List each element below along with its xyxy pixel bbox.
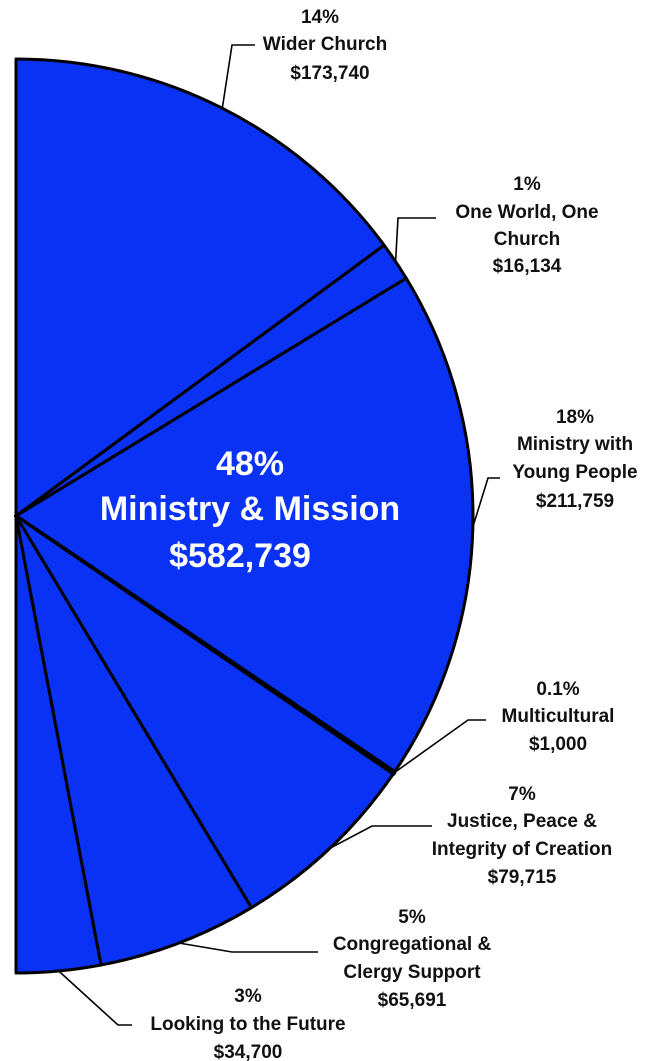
slice-congregational-clergy-support: [14, 514, 253, 967]
center-label: Ministry & Mission: [100, 490, 400, 528]
label-justice-amount: $79,715: [488, 867, 557, 888]
leader-line-justice-peace-integrity: [329, 825, 432, 850]
label-one-world-amount: $16,134: [493, 256, 562, 277]
label-congregational-amount: $65,691: [378, 990, 447, 1011]
label-congregational-percent: 5%: [398, 907, 426, 928]
label-wider-church-amount: $173,740: [290, 63, 369, 84]
label-one-world-name-1: One World, One: [455, 202, 598, 223]
slice-looking-to-the-future: [14, 514, 103, 975]
slice-wider-church: [14, 57, 386, 518]
label-future-amount: $34,700: [214, 1042, 283, 1061]
leader-line-congregational-clergy-support: [178, 942, 318, 953]
label-justice-percent: 7%: [508, 784, 536, 805]
label-multicultural-percent: 0.1%: [536, 679, 579, 700]
leader-lines: [58, 44, 500, 1026]
label-congregational-name-2: Clergy Support: [343, 962, 481, 983]
label-congregational-name-1: Congregational &: [333, 934, 492, 955]
center-amount: $582,739: [169, 537, 311, 575]
leader-line-multicultural: [393, 719, 486, 774]
leader-line-looking-to-the-future: [58, 970, 132, 1026]
label-young-people-name-2: Young People: [512, 462, 637, 483]
label-young-people-amount: $211,759: [536, 491, 614, 512]
leader-line-ministry-with-young-people: [472, 477, 500, 528]
label-future-percent: 3%: [234, 986, 262, 1007]
pie-slices: [14, 57, 475, 975]
label-young-people-percent: 18%: [556, 407, 594, 428]
label-wider-church-name: Wider Church: [263, 34, 387, 55]
label-one-world-name-2: Church: [494, 229, 561, 250]
label-justice-name-2: Integrity of Creation: [432, 839, 613, 860]
label-multicultural-name: Multicultural: [502, 706, 615, 727]
leader-line-one-world-one-church: [394, 217, 436, 262]
leader-line-wider-church: [221, 44, 255, 109]
label-wider-church-percent: 14%: [301, 7, 339, 28]
label-justice-name-1: Justice, Peace &: [447, 811, 597, 832]
label-young-people-name-1: Ministry with: [517, 434, 633, 455]
label-one-world-percent: 1%: [513, 174, 541, 195]
label-multicultural-amount: $1,000: [529, 734, 587, 755]
slice-ministry-with-young-people: [14, 276, 475, 774]
center-percent: 48%: [216, 445, 284, 483]
label-future-name: Looking to the Future: [150, 1014, 345, 1035]
